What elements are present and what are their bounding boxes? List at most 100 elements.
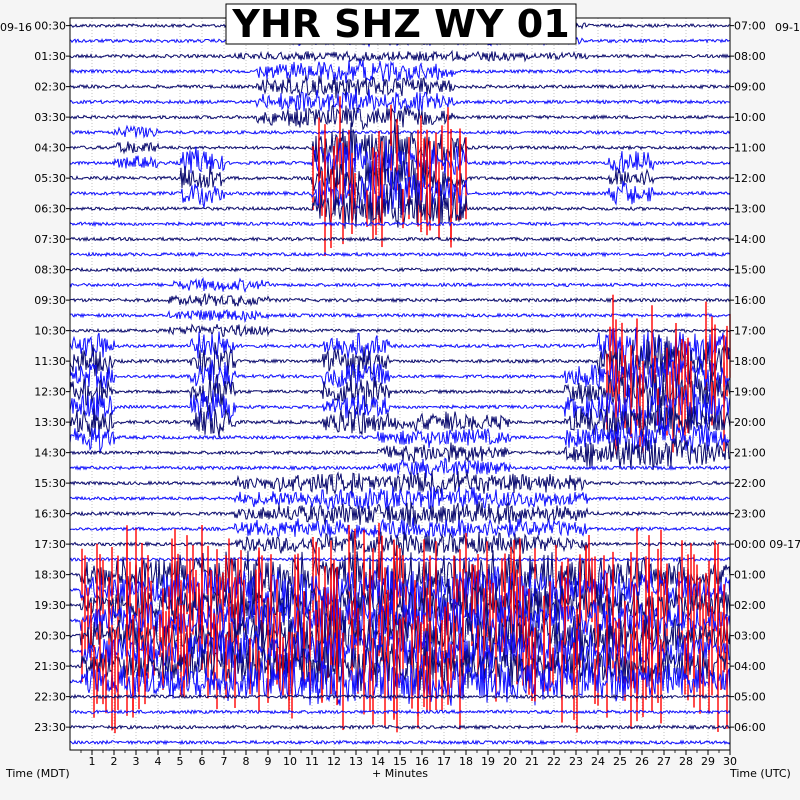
right-time-label-19: 02:00 <box>734 599 766 612</box>
seismic-trace-5 <box>69 88 731 114</box>
right-time-label-5: 12:00 <box>734 172 766 185</box>
right-time-label-7: 14:00 <box>734 233 766 246</box>
left-time-label-8: 08:30 <box>34 264 66 277</box>
left-time-label-1: 01:30 <box>34 50 66 63</box>
seismic-trace-45 <box>69 708 731 715</box>
left-time-label-12: 12:30 <box>34 386 66 399</box>
seismic-trace-43 <box>69 654 731 706</box>
right-time-label-21: 04:00 <box>734 660 766 673</box>
right-time-label-15: 22:00 <box>734 477 766 490</box>
x-axis-label: + Minutes <box>372 767 428 780</box>
x-tick-label-5: 5 <box>177 755 184 768</box>
seismic-trace-38 <box>69 578 731 630</box>
left-time-label-19: 19:30 <box>34 599 66 612</box>
x-tick-label-9: 9 <box>265 755 272 768</box>
left-time-label-5: 05:30 <box>34 172 66 185</box>
seismic-trace-9 <box>69 140 731 189</box>
x-tick-label-16: 16 <box>415 755 429 768</box>
seismic-trace-25 <box>69 383 731 431</box>
seismic-trace-30 <box>69 470 731 496</box>
axis-ticks: 1 2 3 4 5 6 7 8 9 10 11 12 13 14 15 16 17 18 19 20 21 22 23 24 2… <box>34 20 800 768</box>
seismic-trace-32 <box>69 501 731 527</box>
right-time-label-12: 19:00 <box>734 386 766 399</box>
seismic-trace-7 <box>69 124 731 139</box>
seismic-trace-21 <box>69 327 731 369</box>
right-time-label-3: 10:00 <box>734 111 766 124</box>
right-time-label-18: 01:00 <box>734 569 766 582</box>
left-time-label-16: 16:30 <box>34 508 66 521</box>
left-time-label-15: 15:30 <box>34 477 66 490</box>
right-time-label-22: 05:00 <box>734 691 766 704</box>
trace-layer <box>69 19 731 746</box>
x-tick-label-21: 21 <box>525 755 539 768</box>
x-tick-label-29: 29 <box>701 755 715 768</box>
x-tick-label-13: 13 <box>349 755 363 768</box>
seismic-trace-28 <box>69 434 731 471</box>
x-tick-label-11: 11 <box>305 755 319 768</box>
left-date-label: 09-16 <box>0 21 32 34</box>
x-tick-label-20: 20 <box>503 755 517 768</box>
seismic-trace-46 <box>69 724 731 731</box>
seismic-trace-14 <box>69 236 731 243</box>
left-time-label-14: 14:30 <box>34 447 66 460</box>
left-time-label-13: 13:30 <box>34 416 66 429</box>
x-tick-label-2: 2 <box>111 755 118 768</box>
right-time-label-13: 20:00 <box>734 416 766 429</box>
seismic-trace-16 <box>69 266 731 273</box>
right-time-label-20: 03:00 <box>734 630 766 643</box>
x-tick-label-12: 12 <box>327 755 341 768</box>
seismic-trace-33 <box>69 517 731 540</box>
left-time-label-0: 00:30 <box>34 20 66 33</box>
right-time-label-9: 16:00 <box>734 294 766 307</box>
x-tick-label-25: 25 <box>613 755 627 768</box>
right-time-label-6: 13:00 <box>734 203 766 216</box>
seismic-trace-4 <box>69 75 731 100</box>
seismic-trace-3 <box>69 59 731 84</box>
chart-title: YHR SHZ WY 01 <box>231 2 569 46</box>
seismic-trace-11 <box>69 170 731 216</box>
seismic-trace-47 <box>69 739 731 746</box>
left-time-label-9: 09:30 <box>34 294 66 307</box>
seismic-trace-22 <box>69 334 731 383</box>
x-tick-label-17: 17 <box>437 755 451 768</box>
right-time-label-16: 23:00 <box>734 508 766 521</box>
seismic-trace-44 <box>69 693 731 700</box>
seismic-trace-6 <box>69 104 731 131</box>
seismic-trace-15 <box>69 251 731 258</box>
right-time-label-1: 08:00 <box>734 50 766 63</box>
right-time-label-4: 11:00 <box>734 142 766 155</box>
right-time-label-0: 07:00 <box>734 20 766 33</box>
x-tick-label-24: 24 <box>591 755 605 768</box>
x-tick-label-26: 26 <box>635 755 649 768</box>
title-box <box>225 3 577 45</box>
x-tick-label-28: 28 <box>679 755 693 768</box>
right-time-label-14: 21:00 <box>734 447 766 460</box>
right-time-label-17: 00:00 09-17 <box>734 538 800 551</box>
seismic-trace-13 <box>69 220 731 228</box>
left-time-label-11: 11:30 <box>34 355 66 368</box>
x-tick-label-18: 18 <box>459 755 473 768</box>
seismic-trace-2 <box>69 49 731 63</box>
x-tick-label-19: 19 <box>481 755 495 768</box>
left-time-label-20: 20:30 <box>34 630 66 643</box>
x-tick-label-10: 10 <box>283 755 297 768</box>
right-time-label-2: 09:00 <box>734 81 766 94</box>
left-time-label-7: 07:30 <box>34 233 66 246</box>
right-time-label-11: 18:00 <box>734 355 766 368</box>
x-tick-label-4: 4 <box>155 755 162 768</box>
x-tick-label-15: 15 <box>393 755 407 768</box>
seismic-trace-34 <box>69 531 731 558</box>
left-time-label-22: 22:30 <box>34 691 66 704</box>
x-tick-label-1: 1 <box>89 755 96 768</box>
left-time-label-3: 03:30 <box>34 111 66 124</box>
seismic-trace-8 <box>69 119 731 173</box>
x-tick-label-27: 27 <box>657 755 671 768</box>
right-date-label: 09-1 <box>775 21 800 34</box>
seismic-trace-27 <box>69 418 731 454</box>
left-time-label-23: 23:30 <box>34 721 66 734</box>
seismic-trace-42 <box>69 640 731 692</box>
left-axis-label: Time (MDT) <box>5 767 70 780</box>
seismic-trace-31 <box>69 486 731 512</box>
x-tick-label-3: 3 <box>133 755 140 768</box>
